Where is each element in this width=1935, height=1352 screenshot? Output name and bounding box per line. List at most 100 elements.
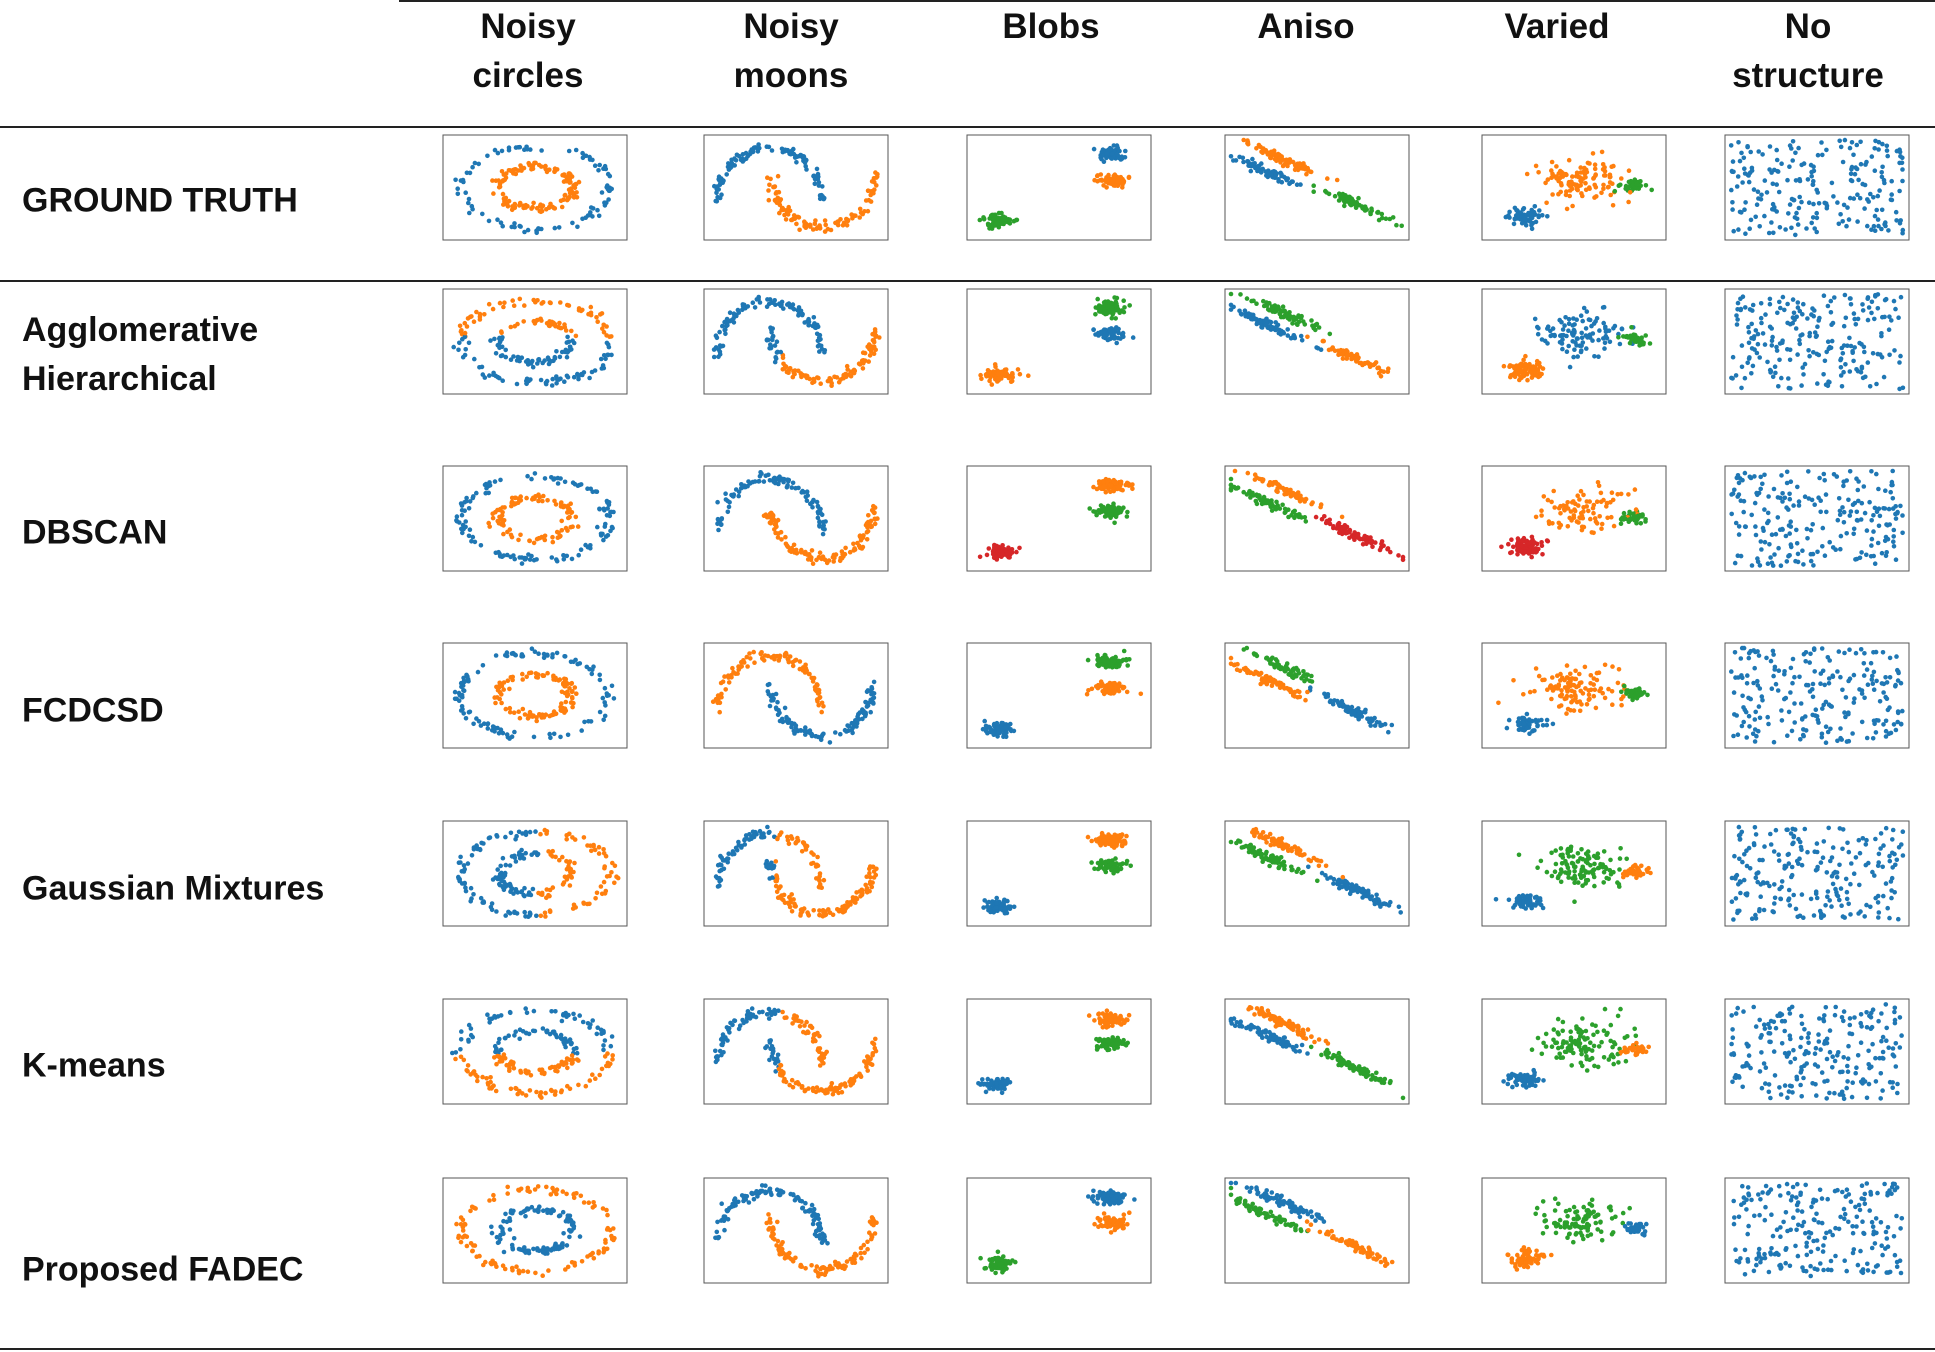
point xyxy=(1869,543,1874,548)
point xyxy=(802,220,808,226)
point xyxy=(1252,161,1257,166)
point xyxy=(580,372,585,378)
point xyxy=(571,659,576,665)
point xyxy=(1566,316,1572,322)
point xyxy=(1577,708,1583,714)
point xyxy=(596,168,601,173)
point xyxy=(1558,503,1563,509)
point xyxy=(469,314,474,319)
point xyxy=(868,192,873,198)
point xyxy=(1734,322,1740,327)
point xyxy=(789,148,795,154)
point xyxy=(853,213,858,218)
point xyxy=(1890,468,1895,474)
point xyxy=(816,375,821,381)
point xyxy=(1735,317,1740,322)
point xyxy=(1600,167,1606,172)
point xyxy=(783,217,789,222)
point xyxy=(554,349,559,354)
point xyxy=(474,309,479,315)
point xyxy=(464,498,469,504)
point xyxy=(1100,689,1105,694)
point xyxy=(1285,163,1290,169)
point xyxy=(1619,176,1624,181)
point xyxy=(455,186,460,191)
point xyxy=(1777,225,1783,230)
point xyxy=(562,654,568,659)
point xyxy=(470,206,475,212)
point xyxy=(1815,324,1820,329)
point xyxy=(719,691,724,697)
point xyxy=(1295,490,1301,495)
point xyxy=(752,660,757,665)
point xyxy=(1368,211,1373,217)
point xyxy=(1900,167,1905,172)
point xyxy=(1335,698,1340,704)
point xyxy=(1237,668,1243,674)
point xyxy=(569,695,575,700)
point xyxy=(466,340,472,346)
point xyxy=(508,324,514,330)
point xyxy=(809,548,815,553)
point xyxy=(1632,487,1638,492)
point xyxy=(1084,691,1090,697)
point xyxy=(794,728,799,734)
cluster-thumbnail xyxy=(1224,642,1410,749)
point xyxy=(844,363,850,369)
point xyxy=(1116,688,1122,694)
point xyxy=(1889,318,1894,323)
point xyxy=(1101,159,1107,164)
point xyxy=(1096,479,1102,484)
point xyxy=(1545,687,1550,692)
point xyxy=(1762,507,1767,512)
point xyxy=(583,153,589,159)
point xyxy=(838,217,843,222)
point xyxy=(512,556,517,562)
point xyxy=(1244,296,1250,301)
point xyxy=(1602,346,1607,351)
point xyxy=(1120,330,1126,336)
point xyxy=(549,555,555,560)
point xyxy=(775,699,780,705)
point xyxy=(491,191,496,196)
point xyxy=(550,376,555,382)
point xyxy=(1578,178,1583,183)
point xyxy=(1582,165,1587,171)
point xyxy=(719,516,724,522)
point xyxy=(793,723,799,728)
point xyxy=(576,179,582,185)
point xyxy=(861,710,866,716)
point xyxy=(1765,359,1770,365)
point xyxy=(806,322,811,328)
point xyxy=(605,171,611,177)
point xyxy=(850,726,855,731)
point xyxy=(1091,327,1096,332)
point xyxy=(1802,494,1808,499)
point xyxy=(1893,504,1898,509)
plot-frame xyxy=(703,465,889,572)
point xyxy=(827,740,833,745)
point xyxy=(1898,218,1903,223)
point xyxy=(1892,348,1897,353)
point xyxy=(1228,486,1234,492)
point xyxy=(609,509,614,515)
point xyxy=(505,204,511,209)
point xyxy=(1866,305,1872,310)
point xyxy=(497,345,502,351)
point xyxy=(719,694,724,700)
point xyxy=(1098,679,1104,684)
point xyxy=(1862,206,1867,211)
point xyxy=(1841,323,1847,329)
point xyxy=(789,485,795,490)
point xyxy=(1238,292,1243,297)
point xyxy=(1290,509,1296,515)
point xyxy=(1748,475,1754,481)
point xyxy=(594,489,600,494)
point xyxy=(1879,355,1885,360)
point xyxy=(1104,664,1109,669)
row-label: FCDCSD xyxy=(22,691,164,730)
point xyxy=(531,200,536,206)
point xyxy=(1757,355,1762,360)
point xyxy=(1501,363,1507,369)
point xyxy=(772,359,778,365)
